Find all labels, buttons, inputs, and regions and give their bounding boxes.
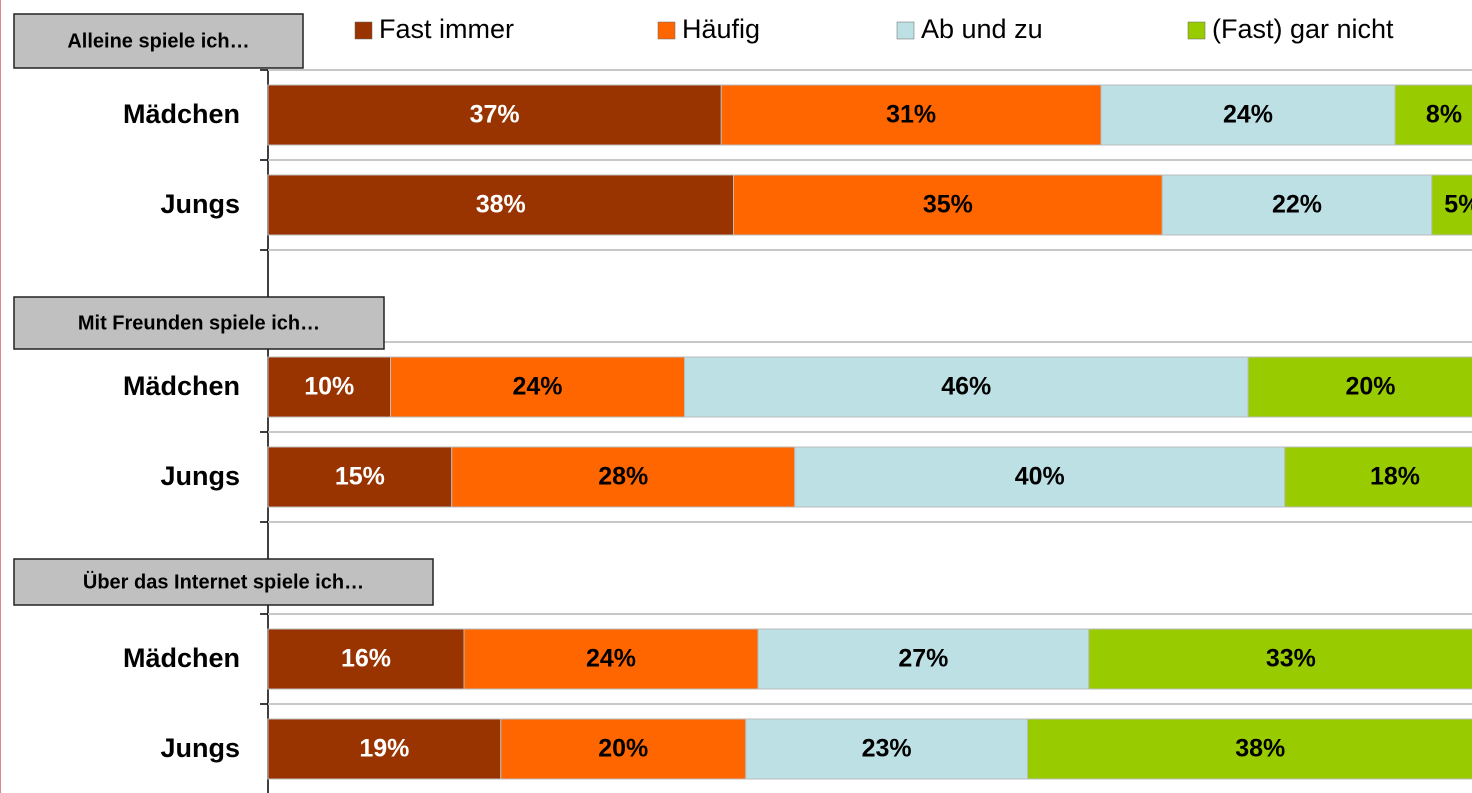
- data-label: 20%: [1345, 373, 1395, 401]
- bar-segment: [1100, 84, 1396, 146]
- data-label: 31%: [886, 101, 936, 129]
- data-label: 46%: [941, 373, 991, 401]
- category-label: Mädchen: [123, 99, 240, 129]
- data-label: 27%: [898, 645, 948, 673]
- bar-segment: [745, 718, 1028, 780]
- bar-segment: [1431, 174, 1472, 236]
- data-label: 23%: [862, 735, 912, 763]
- bar-segment: [720, 84, 1102, 146]
- data-label: 15%: [335, 463, 385, 491]
- bar-segment: [684, 356, 1249, 418]
- bar-segment: [463, 628, 759, 690]
- data-label: 19%: [359, 735, 409, 763]
- category-label: Jungs: [160, 461, 240, 491]
- group-title-box: [13, 296, 385, 350]
- category-label: Mädchen: [123, 371, 240, 401]
- group-title: Alleine spiele ich…: [67, 30, 249, 52]
- data-label: 16%: [341, 645, 391, 673]
- bar-segment: [267, 446, 453, 508]
- group-title: Über das Internet spiele ich…: [83, 570, 364, 593]
- data-label: 10%: [304, 373, 354, 401]
- category-label: Jungs: [160, 189, 240, 219]
- legend-label: Fast immer: [379, 14, 514, 44]
- category-label: Jungs: [160, 733, 240, 763]
- data-label: 5%: [1444, 191, 1472, 219]
- legend-label: (Fast) gar nicht: [1212, 14, 1394, 44]
- bar-segment: [1394, 84, 1472, 146]
- data-label: 24%: [586, 645, 636, 673]
- bar-segment: [794, 446, 1286, 508]
- data-label: 28%: [598, 463, 648, 491]
- bar-segment: [451, 446, 796, 508]
- bar-segment: [1161, 174, 1433, 236]
- legend-swatch: [896, 21, 915, 40]
- bar-segment: [1088, 628, 1472, 690]
- bar-segment: [757, 628, 1090, 690]
- bar-segment: [267, 718, 502, 780]
- data-label: 40%: [1015, 463, 1065, 491]
- data-label: 24%: [1223, 101, 1273, 129]
- data-label: 8%: [1426, 101, 1462, 129]
- data-label: 38%: [476, 191, 526, 219]
- data-label: 35%: [923, 191, 973, 219]
- bar-segment: [1284, 446, 1472, 508]
- data-label: 38%: [1235, 735, 1285, 763]
- bar-segment: [1247, 356, 1472, 418]
- category-label: Mädchen: [123, 643, 240, 673]
- legend-label: Häufig: [682, 14, 760, 44]
- data-label: 33%: [1266, 645, 1316, 673]
- bar-segment: [267, 356, 391, 418]
- legend-swatch: [354, 21, 373, 40]
- data-label: 20%: [598, 735, 648, 763]
- data-label: 18%: [1370, 463, 1420, 491]
- data-label: 22%: [1272, 191, 1322, 219]
- legend-swatch: [1187, 21, 1206, 40]
- group-title-box: [13, 558, 434, 606]
- legend-label: Ab und zu: [921, 14, 1043, 44]
- legend-swatch: [657, 21, 676, 40]
- data-label: 24%: [512, 373, 562, 401]
- bar-segment: [1027, 718, 1472, 780]
- bar-segment: [733, 174, 1163, 236]
- data-label: 37%: [470, 101, 520, 129]
- group-title: Mit Freunden spiele ich…: [78, 312, 320, 334]
- group-title-box: [13, 13, 304, 69]
- bar-segment: [267, 84, 722, 146]
- bar-segment: [267, 628, 465, 690]
- bar-segment: [267, 174, 734, 236]
